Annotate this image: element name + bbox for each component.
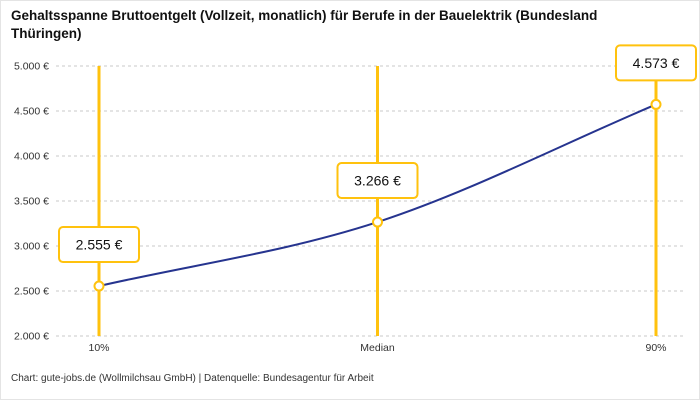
data-point-marker [650, 98, 662, 110]
data-point-marker [372, 216, 383, 228]
chart-title: Gehaltsspanne Bruttoentgelt (Vollzeit, m… [11, 8, 598, 41]
y-axis-tick-label: 5.000 € [14, 61, 49, 73]
x-axis-tick-label: 10% [88, 342, 109, 354]
x-axis-tick-label: 90% [645, 342, 666, 354]
value-label-box [336, 162, 419, 200]
y-axis-tick-label: 4.000 € [14, 151, 49, 163]
value-label-box [58, 226, 140, 264]
y-axis-tick-label: 4.500 € [14, 106, 49, 118]
y-axis-tick-label: 3.500 € [14, 196, 49, 208]
y-axis-tick-label: 3.000 € [14, 241, 49, 253]
value-label: 3.266 € [354, 173, 401, 189]
chart-footer: Chart: gute-jobs.de (Wollmilchsau GmbH) … [11, 373, 374, 384]
y-axis-tick-label: 2.500 € [14, 286, 49, 298]
data-point-marker [93, 280, 105, 292]
x-axis-tick-label: Median [360, 342, 395, 354]
y-axis-tick-label: 2.000 € [14, 331, 49, 343]
value-label: 2.555 € [76, 237, 123, 253]
value-label-box [615, 44, 697, 82]
value-label: 4.573 € [633, 55, 680, 71]
